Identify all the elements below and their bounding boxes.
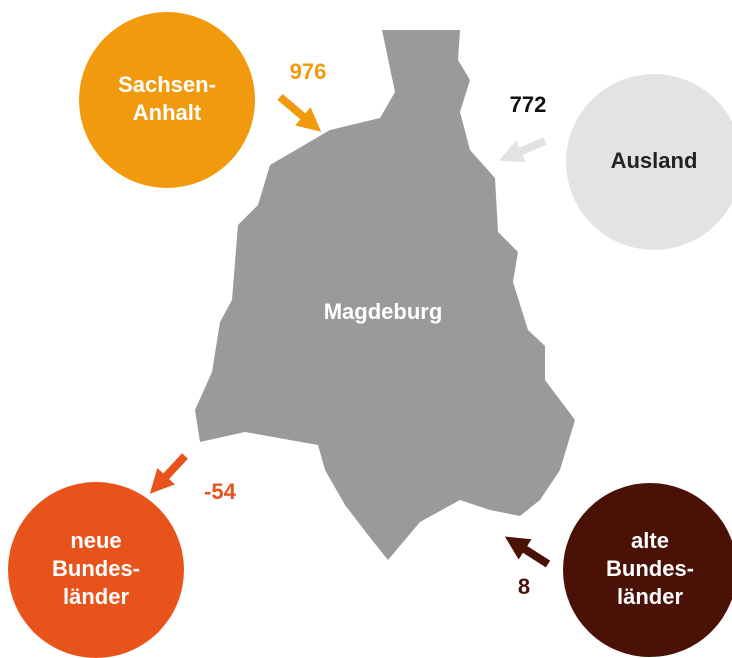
flow-value: 772 [510,92,547,117]
node-label: neue [70,528,121,553]
node-label: Bundes- [606,556,694,581]
node-label: alte [631,528,669,553]
city-label: Magdeburg [324,299,443,324]
node-label: Bundes- [52,556,140,581]
node-circle [8,482,184,658]
node-label: länder [617,584,683,609]
node-label: länder [63,584,129,609]
flow-value: -54 [204,479,237,504]
node-label: Anhalt [133,100,202,125]
flow-arrow [277,93,322,132]
flow-arrow [504,536,551,568]
flow-value: 8 [518,574,530,599]
node-circle [79,12,255,188]
node-label: Sachsen- [118,72,216,97]
flow-arrow [149,453,188,494]
node-circle [566,74,732,250]
flow-arrow [498,137,547,163]
node-circle [563,483,732,657]
city-shape [195,30,575,560]
node-label: Ausland [611,148,698,173]
flow-value: 976 [290,59,327,84]
